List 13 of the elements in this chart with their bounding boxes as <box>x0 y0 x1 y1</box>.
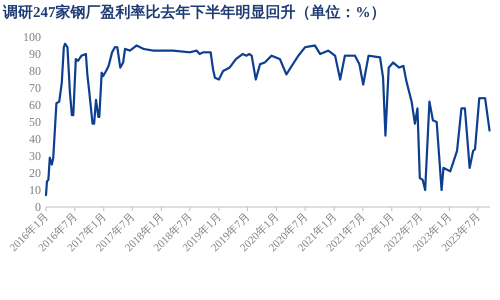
y-tick-label: 50 <box>29 115 41 129</box>
y-tick-label: 20 <box>29 166 41 180</box>
y-tick-label: 90 <box>29 47 41 61</box>
y-tick-label: 10 <box>29 183 41 197</box>
y-tick-label: 0 <box>35 200 41 214</box>
y-tick-label: 70 <box>29 81 41 95</box>
y-tick-label: 30 <box>29 149 41 163</box>
chart-title: 调研247家钢厂盈利率比去年下半年明显回升（单位：%） <box>2 3 386 21</box>
y-tick-label: 40 <box>29 132 41 146</box>
y-tick-label: 60 <box>29 98 41 112</box>
y-tick-label: 80 <box>29 64 41 78</box>
line-series <box>44 42 491 196</box>
y-tick-label: 100 <box>23 30 41 44</box>
